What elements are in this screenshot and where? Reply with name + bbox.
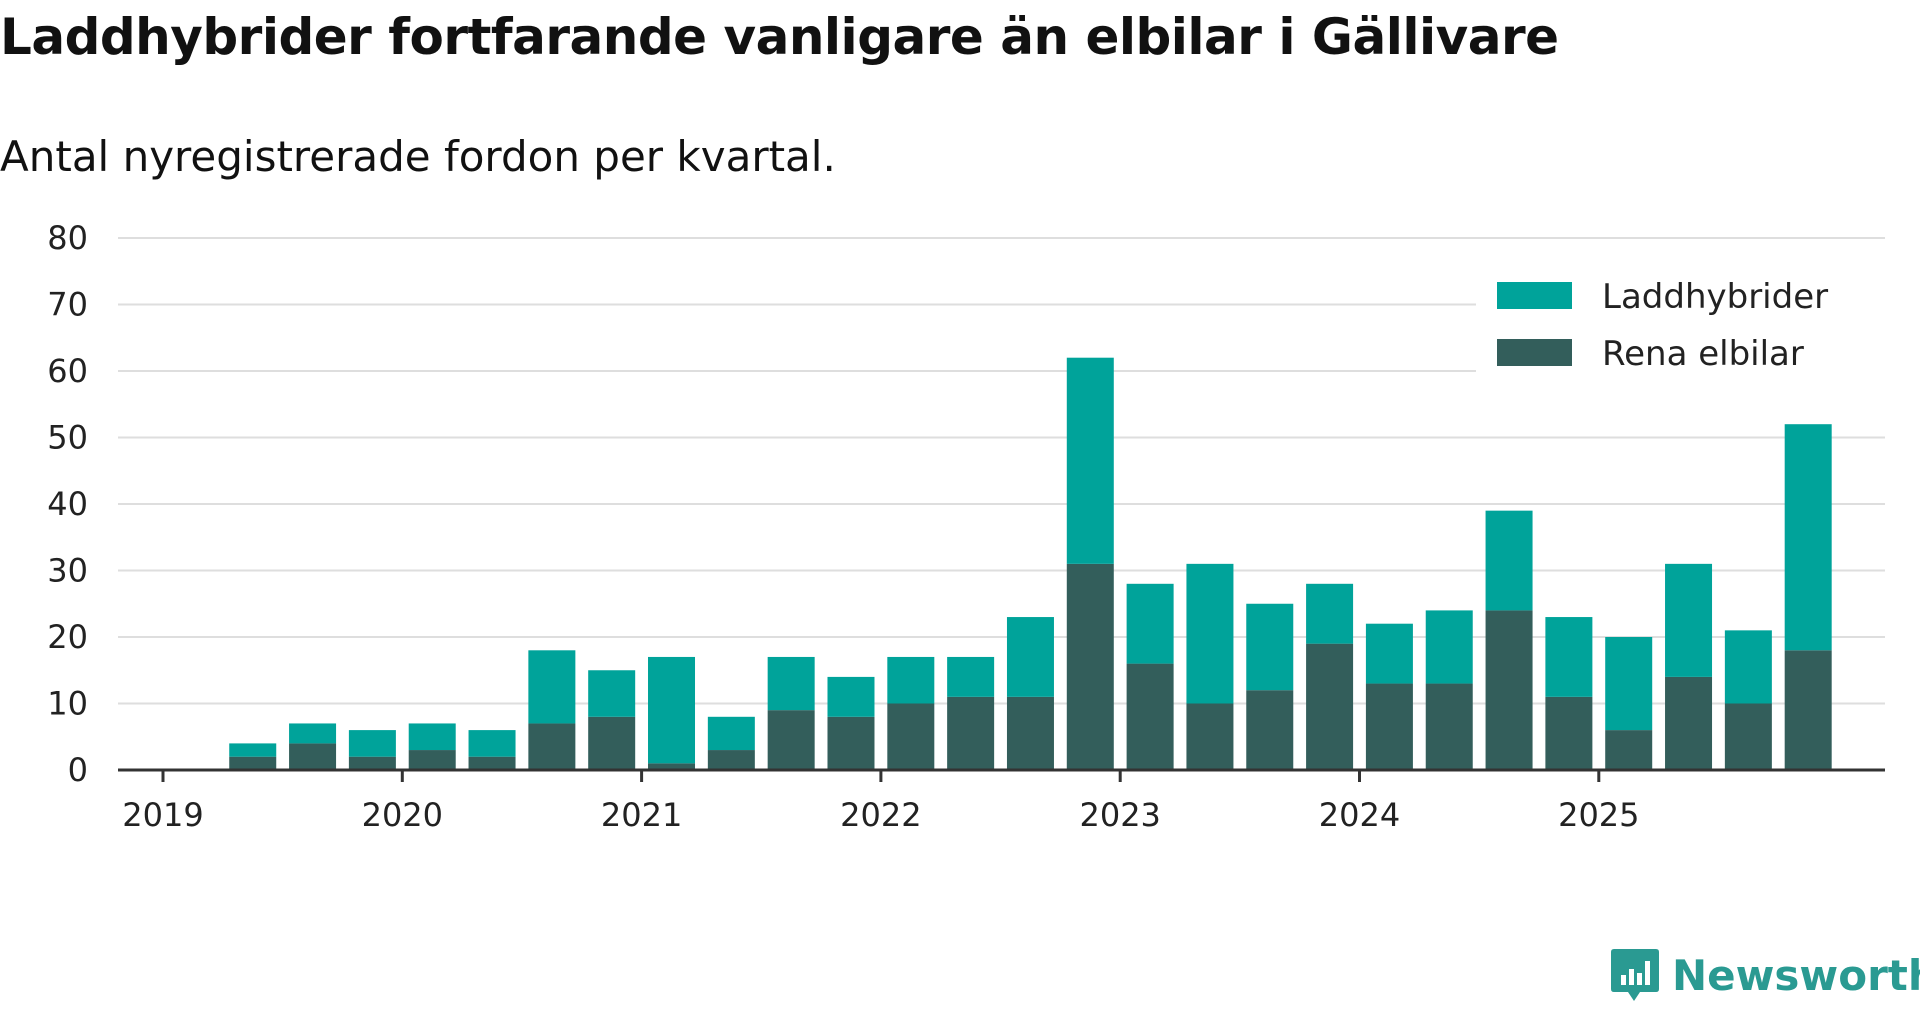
bar-laddhybrider: [1485, 510, 1533, 611]
bar-rena-elbilar: [1605, 730, 1653, 770]
newsworthy-logo-icon: [1611, 949, 1659, 1001]
bar-laddhybrider: [1006, 617, 1054, 697]
bar-rena-elbilar: [1066, 563, 1114, 770]
bar-laddhybrider: [1605, 637, 1653, 731]
x-tick-label: 2021: [601, 796, 682, 834]
bar-rena-elbilar: [1724, 703, 1772, 770]
bar-laddhybrider: [1066, 357, 1114, 564]
bar-laddhybrider: [887, 656, 935, 704]
bar-rena-elbilar: [348, 756, 396, 770]
bar-laddhybrider: [468, 730, 516, 757]
y-tick-label: 70: [47, 286, 88, 324]
bar-laddhybrider: [1425, 610, 1473, 684]
bar-rena-elbilar: [588, 716, 636, 770]
bar-laddhybrider: [767, 656, 815, 711]
bar-rena-elbilar: [1665, 676, 1713, 770]
bar-rena-elbilar: [468, 756, 516, 770]
bar-laddhybrider: [707, 716, 755, 751]
legend-label: Rena elbilar: [1602, 334, 1804, 374]
legend-label: Laddhybrider: [1602, 277, 1828, 317]
bar-laddhybrider: [1246, 603, 1294, 691]
y-tick-label: 30: [47, 552, 88, 590]
x-tick-label: 2019: [122, 796, 203, 834]
bar-rena-elbilar: [1425, 683, 1473, 770]
y-tick-label: 10: [47, 685, 88, 723]
bar-rena-elbilar: [827, 716, 875, 770]
y-tick-label: 80: [47, 219, 88, 257]
chart-title: Laddhybrider fortfarande vanligare än el…: [0, 8, 1559, 66]
bar-rena-elbilar: [1126, 663, 1174, 770]
bar-laddhybrider: [1365, 623, 1413, 684]
bar-laddhybrider: [1784, 424, 1832, 651]
legend: Laddhybrider Rena elbilar: [1476, 265, 1886, 375]
bar-rena-elbilar: [528, 723, 576, 770]
bar-rena-elbilar: [229, 756, 277, 770]
x-tick-label: 2022: [840, 796, 921, 834]
chart-subtitle: Antal nyregistrerade fordon per kvartal.: [0, 132, 836, 181]
bar-laddhybrider: [528, 650, 576, 724]
bar-rena-elbilar: [1186, 703, 1234, 770]
bar-rena-elbilar: [1485, 610, 1533, 770]
bar-rena-elbilar: [947, 696, 995, 770]
bars: [229, 357, 1832, 770]
bar-laddhybrider: [289, 723, 337, 744]
x-tick-label: 2025: [1558, 796, 1639, 834]
y-tick-label: 20: [47, 618, 88, 656]
y-tick-label: 50: [47, 419, 88, 457]
bar-laddhybrider: [1545, 617, 1593, 697]
bar-rena-elbilar: [1006, 696, 1054, 770]
newsworthy-logo-text: Newsworthy: [1672, 950, 1920, 1000]
y-tick-label: 0: [68, 751, 88, 789]
bar-laddhybrider: [1306, 583, 1354, 644]
bar-rena-elbilar: [767, 710, 815, 770]
bar-rena-elbilar: [408, 750, 456, 770]
bar-rena-elbilar: [648, 763, 696, 770]
bar-rena-elbilar: [1246, 690, 1294, 770]
bar-laddhybrider: [1724, 630, 1772, 704]
x-tick-label: 2023: [1079, 796, 1160, 834]
y-tick-label: 60: [47, 352, 88, 390]
bar-rena-elbilar: [1365, 683, 1413, 770]
newsworthy-logo: Newsworthy: [1610, 945, 1920, 1005]
bar-rena-elbilar: [1306, 643, 1354, 770]
bar-rena-elbilar: [289, 743, 337, 770]
bar-laddhybrider: [1126, 583, 1174, 664]
y-tick-label: 40: [47, 485, 88, 523]
x-axis: 2019 2020 2021 2022 2023 2024 2025: [118, 768, 1885, 834]
bar-rena-elbilar: [1545, 696, 1593, 770]
bar-laddhybrider: [588, 670, 636, 717]
bar-laddhybrider: [1665, 563, 1713, 677]
bar-rena-elbilar: [707, 750, 755, 770]
bar-laddhybrider: [827, 676, 875, 717]
bar-laddhybrider: [229, 743, 277, 757]
bar-rena-elbilar: [1784, 650, 1832, 770]
x-tick-label: 2024: [1319, 796, 1400, 834]
y-axis-ticks: 0 10 20 30 40 50 60 70 80: [47, 219, 88, 789]
bar-rena-elbilar: [887, 703, 935, 770]
bar-laddhybrider: [408, 723, 456, 751]
bar-laddhybrider: [348, 730, 396, 757]
legend-swatch: [1497, 282, 1572, 309]
x-tick-label: 2020: [362, 796, 443, 834]
bar-laddhybrider: [1186, 563, 1234, 704]
bar-laddhybrider: [648, 656, 696, 764]
legend-swatch: [1497, 339, 1572, 366]
bar-laddhybrider: [947, 656, 995, 697]
